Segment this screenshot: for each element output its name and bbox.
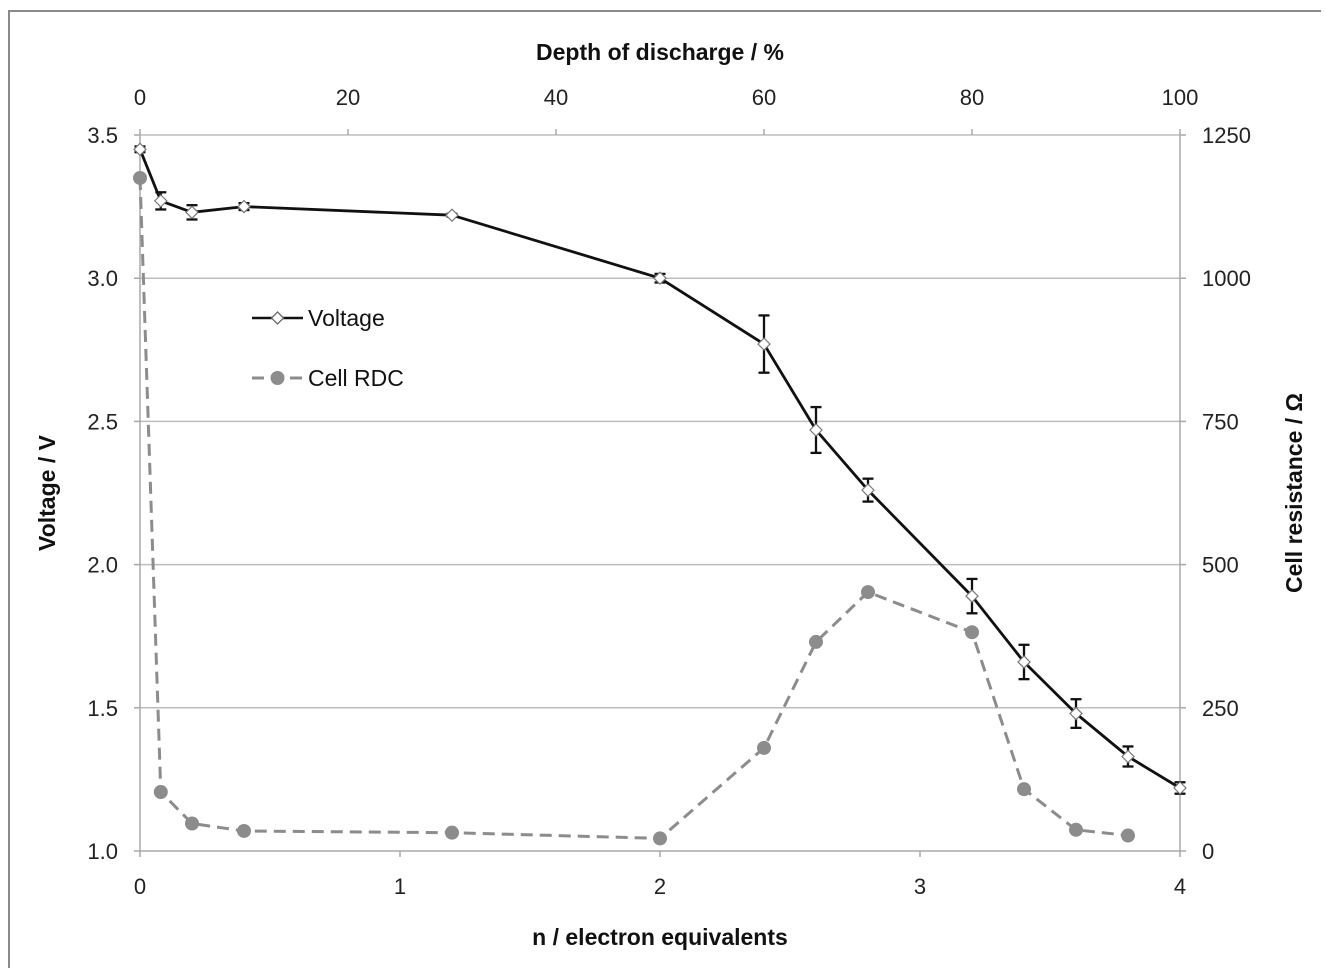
data-point	[445, 208, 459, 223]
y-left-axis-title: Voltage / V	[34, 434, 60, 551]
data-point	[653, 831, 667, 846]
data-point	[757, 337, 771, 351]
data-point	[965, 625, 979, 640]
legend-cell-rdc: Cell RDC	[252, 365, 404, 391]
top-tick-label: 60	[752, 85, 776, 110]
legend-voltage-label: Voltage	[308, 305, 385, 331]
legend-cell-rdc-marker	[270, 371, 285, 385]
data-point	[133, 142, 147, 157]
x-tick-label: 2	[654, 874, 666, 899]
series-cell-rdc	[133, 170, 1135, 846]
y-right-axis-title: Cell resistance / Ω	[1281, 393, 1307, 593]
legend-voltage-marker	[270, 311, 285, 325]
x-tick-label: 4	[1174, 874, 1186, 899]
data-point	[757, 740, 771, 755]
y-right-tick-label: 250	[1202, 696, 1239, 721]
top-tick-label: 40	[544, 85, 568, 110]
y-right-tick-label: 500	[1202, 553, 1239, 578]
top-axis-title: Depth of discharge / %	[536, 39, 784, 65]
y-left-tick-label: 3.0	[87, 266, 118, 291]
legend-voltage: Voltage	[252, 305, 385, 331]
chart-frame	[8, 10, 1321, 968]
data-point	[809, 634, 823, 649]
data-point	[965, 589, 979, 603]
data-point	[153, 785, 168, 800]
y-left-tick-label: 3.5	[87, 123, 118, 148]
data-point	[185, 205, 199, 220]
x-axis-title: n / electron equivalents	[532, 924, 788, 950]
y-right-tick-label: 1000	[1202, 266, 1251, 291]
data-point	[1017, 782, 1031, 797]
data-point	[861, 585, 875, 600]
legend-cell-rdc-label: Cell RDC	[308, 365, 404, 391]
series-line-voltage	[138, 148, 1181, 790]
data-point	[653, 271, 667, 286]
data-point	[237, 823, 251, 838]
top-tick-label: 20	[336, 85, 360, 110]
y-left-tick-label: 1.5	[87, 696, 118, 721]
data-point	[445, 825, 459, 840]
legend: Voltage Cell RDC	[252, 305, 404, 391]
data-point	[1173, 781, 1187, 795]
data-point	[1121, 749, 1135, 764]
y-right-tick-label: 750	[1202, 409, 1239, 434]
y-left-tick-label: 2.5	[87, 409, 118, 434]
data-point	[185, 816, 199, 831]
data-point	[133, 170, 147, 185]
data-point	[1069, 822, 1083, 837]
data-point	[861, 483, 875, 497]
gridlines	[140, 134, 1180, 709]
series-voltage	[133, 142, 1187, 795]
y-right-tick-label: 1250	[1202, 123, 1251, 148]
data-point	[237, 199, 251, 214]
x-tick-label: 0	[134, 874, 146, 899]
data-point	[809, 423, 823, 437]
y-right-tick-label: 0	[1202, 839, 1214, 864]
series	[133, 142, 1187, 846]
x-tick-label: 1	[394, 874, 406, 899]
top-tick-label: 100	[1162, 85, 1199, 110]
y-left-tick-label: 1.0	[87, 839, 118, 864]
top-tick-label: 0	[134, 85, 146, 110]
data-point	[1069, 706, 1083, 721]
data-point	[1121, 828, 1135, 843]
x-tick-label: 3	[914, 874, 926, 899]
series-line-cell-rdc	[138, 177, 1129, 840]
data-point	[153, 194, 168, 208]
y-left-tick-label: 2.0	[87, 553, 118, 578]
top-tick-label: 80	[960, 85, 984, 110]
data-point	[1017, 655, 1031, 669]
